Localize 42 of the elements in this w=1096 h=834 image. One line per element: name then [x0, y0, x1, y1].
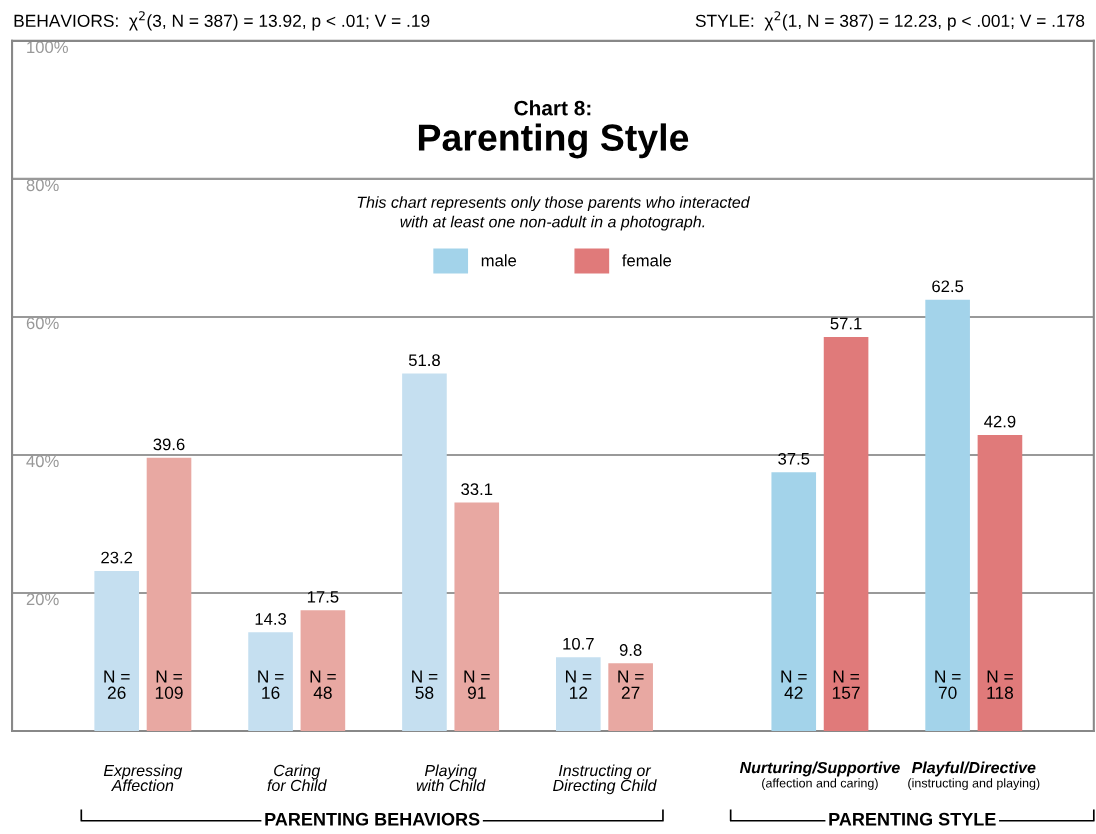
- annotation: N = 26: [104, 670, 130, 699]
- annotation: N = 70: [935, 670, 961, 699]
- annotation: N = 27: [618, 670, 644, 699]
- data-label: 62.5: [932, 280, 964, 293]
- x-tick-label: Playful/Directive (instructing and playing): [908, 761, 1040, 790]
- data-label: 23.2: [101, 551, 133, 564]
- data-label: 14.3: [255, 613, 287, 625]
- text: Chart 8: Parenting Style: [418, 100, 689, 159]
- x-tick-label: Instructing or Directing Child: [553, 764, 657, 795]
- x-tick-label: Caring for Child: [267, 764, 327, 792]
- text: PARENTING BEHAVIORS: [265, 812, 480, 826]
- data-label: 10.7: [563, 637, 594, 650]
- text: BEHAVIORS: χ$^{2}$(3, N = 387) = 13.92, p < .01; V = .19: [14, 11, 430, 31]
- y-tick-label: 100%: [27, 41, 68, 54]
- annotation: N = 91: [464, 670, 490, 699]
- data-label: 39.6: [153, 438, 185, 451]
- data-label: 9.8: [619, 644, 642, 656]
- data-label: 42.9: [984, 415, 1016, 428]
- y-tick-label: 20%: [26, 593, 59, 606]
- annotation: N = 48: [310, 670, 336, 699]
- data-label: 37.5: [778, 452, 810, 465]
- annotation: N = 58: [412, 670, 438, 699]
- text: PARENTING STYLE: [829, 812, 996, 826]
- annotation: N = 12: [566, 670, 592, 699]
- text: STYLE: χ$^{2}$(1, N = 387) = 12.23, p < .001; V = .178: [695, 11, 1085, 31]
- data-label: 17.5: [307, 591, 339, 603]
- annotation: N = 16: [258, 670, 284, 699]
- annotation: N = 109: [155, 670, 183, 699]
- x-tick-label: Nurturing/Supportive (affection and caring): [739, 761, 900, 790]
- y-tick-label: 60%: [26, 317, 59, 330]
- data-label: 51.8: [408, 354, 440, 367]
- annotation: N = 42: [781, 670, 807, 699]
- data-label: 33.1: [461, 483, 493, 496]
- x-tick-label: Playing with Child: [416, 764, 486, 792]
- legend-label: male: [481, 254, 517, 267]
- legend-label: female: [622, 254, 672, 267]
- y-tick-label: 40%: [26, 455, 59, 468]
- annotation: N = 157: [832, 670, 860, 699]
- data-label: 57.1: [830, 317, 862, 330]
- annotation: N = 118: [987, 670, 1014, 699]
- text: This chart represents only those parents who interacted with at least one non-adult in a photograph.: [357, 196, 751, 231]
- x-tick-label: Expressing Affection: [103, 764, 183, 792]
